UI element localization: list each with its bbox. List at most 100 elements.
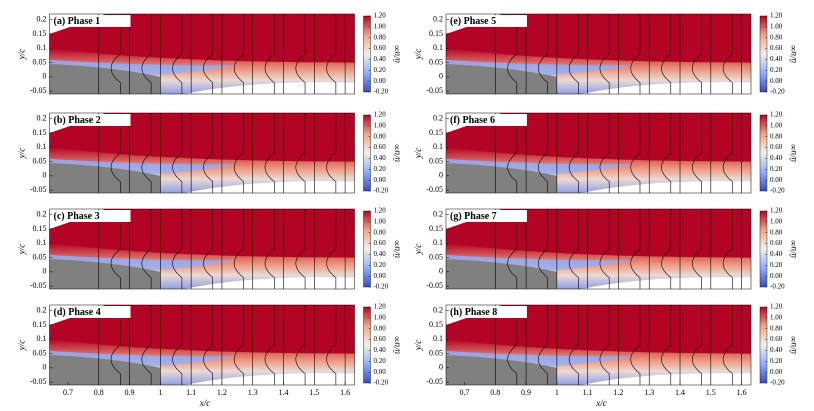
x-tick-label: 1.6	[737, 388, 747, 397]
profile	[264, 14, 275, 94]
panel: (e) Phase 5 -0.05 0 0.05 0.1 0.15 0.2 y/c -0.20 0…	[413, 12, 798, 96]
profile	[692, 209, 702, 289]
x-tick-label: 1.2	[613, 388, 623, 397]
profile	[568, 209, 579, 289]
profile	[722, 305, 733, 385]
title-box	[447, 15, 527, 27]
airfoil	[446, 64, 557, 94]
airfoil	[446, 163, 557, 193]
y-tick-label: 0	[43, 267, 47, 276]
profile	[599, 209, 610, 289]
colorbar-tick-label: 0.20	[770, 261, 783, 269]
y-tick-label: -0.05	[426, 281, 443, 290]
colorbar-label: ũ/u∞	[788, 144, 798, 162]
title-box	[50, 114, 131, 126]
panel-title: (h) Phase 8	[450, 307, 497, 318]
colorbar-label: ū/u∞	[392, 45, 402, 63]
panel-title: (d) Phase 4	[54, 307, 101, 318]
colorbar-tick-label: 0.40	[770, 250, 783, 258]
colorbar-tick-label: 1.20	[770, 111, 783, 119]
profile	[507, 14, 518, 94]
profile	[110, 14, 121, 94]
colorbar-tick-label: 1.00	[770, 313, 783, 321]
colorbar-tick-label: 0.00	[374, 368, 387, 376]
profile	[661, 14, 672, 94]
x-axis-label: x/c	[199, 398, 211, 408]
colorbar-tick-label: 1.00	[374, 217, 387, 225]
colorbar	[363, 15, 371, 93]
profile	[326, 14, 337, 94]
colorbar-tick-label: 0.40	[770, 154, 783, 162]
profile	[172, 14, 183, 94]
profile	[326, 209, 337, 289]
profile	[568, 305, 579, 385]
y-tick-label: 0.1	[37, 142, 47, 151]
profile	[326, 305, 337, 385]
profile	[661, 209, 672, 289]
colorbar-tick-label: 0.80	[770, 132, 783, 140]
colorbar-tick-label: 0.80	[374, 132, 387, 140]
profile	[203, 14, 213, 94]
colorbar	[759, 306, 768, 384]
y-tick-label: 0.2	[433, 306, 443, 315]
colorbar-tick-label: -0.20	[770, 283, 785, 291]
y-axis-label: y/c	[17, 340, 27, 352]
colorbar-tick-label: 1.20	[374, 12, 387, 20]
y-tick-label: 0.1	[37, 43, 47, 52]
colorbar-tick-label: 0.20	[374, 261, 387, 269]
x-tick-label: 1	[158, 388, 162, 397]
profile	[233, 305, 244, 385]
colorbar-tick-label: 1.20	[770, 12, 783, 20]
x-tick-label: 0.9	[125, 388, 135, 397]
profile	[599, 305, 610, 385]
y-tick-label: 0.1	[433, 238, 443, 247]
y-tick-label: 0.1	[433, 43, 443, 52]
y-tick-label: 0	[43, 171, 47, 180]
x-axis-label: x/c	[595, 398, 607, 408]
panel: (g) Phase 7 -0.05 0 0.05 0.1 0.15 0.2 y/c -0.20 0…	[413, 207, 798, 291]
colorbar-tick-label: 0.60	[770, 44, 783, 52]
panel: (c) Phase 3 -0.05 0 0.05 0.1 0.15 0.2 y/c -0.20 0…	[17, 207, 402, 291]
profile	[141, 209, 152, 289]
y-tick-label: 0.1	[433, 334, 443, 343]
profile	[507, 113, 518, 193]
y-tick-label: 0.05	[429, 156, 443, 165]
y-tick-label: 0.15	[429, 320, 443, 329]
lower-cut	[581, 181, 751, 193]
x-tick-label: 0.8	[490, 388, 500, 397]
colorbar-tick-label: 1.00	[374, 313, 387, 321]
y-axis-label: y/c	[17, 49, 27, 61]
lower-cut	[581, 82, 751, 94]
colorbar-label: ũ/u∞	[788, 336, 798, 354]
x-tick-label: 0.9	[521, 388, 531, 397]
colorbar-label: ũ/u∞	[788, 240, 798, 258]
x-tick-label: 0.7	[459, 388, 469, 397]
y-tick-label: 0	[439, 72, 443, 81]
colorbar-label: ū/u∞	[392, 240, 402, 258]
y-tick-label: -0.05	[30, 185, 47, 194]
profile	[264, 305, 275, 385]
profile	[661, 305, 672, 385]
x-tick-label: 1.3	[248, 388, 258, 397]
profile	[507, 305, 518, 385]
profile	[110, 209, 121, 289]
profile	[538, 113, 548, 193]
colorbar-tick-label: 0.20	[374, 165, 387, 173]
panel: (a) Phase 1 -0.05 0 0.05 0.1 0.15 0.2 y/c -0.20 0…	[17, 12, 402, 96]
colorbar-tick-label: 0.00	[374, 176, 387, 184]
y-tick-label: -0.05	[426, 185, 443, 194]
y-tick-label: 0.15	[33, 224, 47, 233]
profile	[692, 113, 702, 193]
colorbar-tick-label: 0.80	[770, 228, 783, 236]
colorbar-tick-label: 0.60	[374, 239, 387, 247]
colorbar-tick-label: 1.20	[770, 207, 783, 215]
profile	[630, 14, 641, 94]
profile	[110, 113, 121, 193]
y-axis-label: y/c	[413, 340, 423, 352]
colorbar	[759, 114, 768, 192]
colorbar-tick-label: 0.00	[770, 77, 783, 85]
x-tick-label: 1.3	[644, 388, 654, 397]
colorbar-tick-label: 0.00	[770, 272, 783, 280]
frame	[445, 208, 752, 290]
